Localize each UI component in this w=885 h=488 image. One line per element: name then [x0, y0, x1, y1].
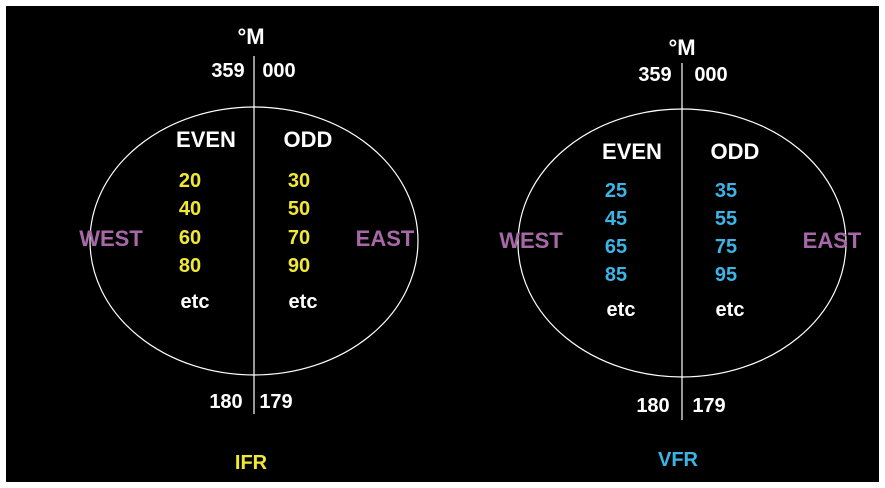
ifr-heading-180: 180 — [209, 391, 243, 413]
vfr-unit-label: °M — [668, 35, 696, 60]
vfr-east-label: EAST — [802, 228, 862, 253]
compass-diagram — [89, 56, 847, 420]
vfr-west-label: WEST — [499, 228, 563, 253]
ifr-even-level: 40 — [178, 198, 202, 220]
ifr-east-label: EAST — [355, 226, 415, 251]
ifr-even-level: 60 — [178, 227, 202, 249]
ifr-heading-179: 179 — [259, 391, 293, 413]
vfr-heading-180: 180 — [636, 395, 670, 417]
vfr-odd-level: 95 — [714, 264, 738, 286]
ifr-even-etc: etc — [180, 291, 210, 313]
ifr-even-header: EVEN — [176, 127, 236, 152]
vfr-even-etc: etc — [606, 299, 636, 321]
vfr-even-level: 45 — [604, 208, 628, 230]
vfr-title: VFR — [658, 449, 698, 471]
diagram-frame: °M 359 000 EVEN ODD 20 40 60 80 etc 30 5… — [6, 6, 879, 482]
ifr-odd-level: 90 — [287, 255, 311, 277]
ifr-heading-000: 000 — [262, 60, 296, 82]
vfr-heading-000: 000 — [694, 64, 728, 86]
vfr-odd-level: 75 — [714, 236, 738, 258]
vfr-heading-359: 359 — [638, 64, 672, 86]
vfr-even-level: 25 — [604, 180, 628, 202]
ifr-even-level: 80 — [178, 255, 202, 277]
ifr-title: IFR — [234, 452, 268, 474]
ifr-odd-level: 70 — [287, 227, 311, 249]
vfr-even-level: 65 — [604, 236, 628, 258]
ifr-unit-label: °M — [237, 24, 265, 49]
vfr-odd-level: 55 — [714, 208, 738, 230]
ifr-west-label: WEST — [79, 226, 143, 251]
vfr-odd-etc: etc — [715, 299, 745, 321]
vfr-even-level: 85 — [604, 264, 628, 286]
vfr-odd-level: 35 — [714, 180, 738, 202]
vfr-odd-header: ODD — [710, 139, 760, 164]
ifr-odd-etc: etc — [288, 291, 318, 313]
ifr-even-level: 20 — [178, 170, 202, 192]
ifr-odd-header: ODD — [283, 127, 333, 152]
ifr-odd-level: 30 — [287, 170, 311, 192]
vfr-heading-179: 179 — [692, 395, 726, 417]
vfr-even-header: EVEN — [602, 139, 662, 164]
ifr-heading-359: 359 — [211, 60, 245, 82]
ifr-odd-level: 50 — [287, 198, 311, 220]
